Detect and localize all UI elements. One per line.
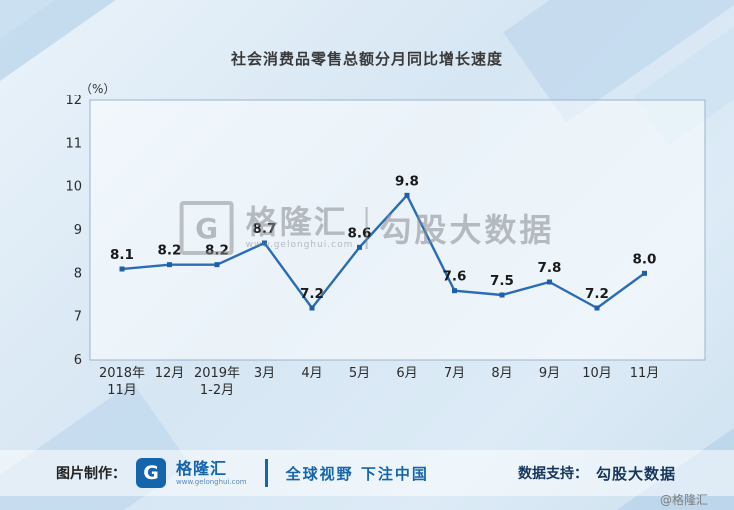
- y-tick-label: 8: [74, 266, 82, 281]
- credit-label: 图片制作：: [56, 466, 126, 482]
- y-tick-label: 7: [74, 310, 82, 325]
- x-tick-label: 4月: [301, 366, 322, 381]
- footer-credit-group: 图片制作： G 格隆汇 www.gelonghui.com 全球视野 下注中国: [56, 458, 429, 488]
- data-point-label: 8.6: [348, 225, 372, 241]
- data-point-marker: [262, 240, 267, 246]
- data-point-marker: [167, 262, 172, 268]
- y-tick-label: 9: [74, 223, 82, 238]
- footer-brand: 格隆汇: [176, 458, 228, 478]
- background-deco-shape: [0, 0, 207, 44]
- support-label: 数据支持：: [517, 466, 588, 482]
- footer-bar: 图片制作： G 格隆汇 www.gelonghui.com 全球视野 下注中国 …: [0, 450, 734, 496]
- data-point-label: 8.2: [205, 243, 229, 259]
- data-point-marker: [499, 292, 505, 298]
- data-point-label: 9.8: [395, 173, 419, 189]
- footer-divider: [264, 459, 268, 487]
- x-tick-label: 2018年: [99, 366, 145, 381]
- data-point-label: 8.2: [158, 243, 182, 259]
- line-chart-svg: 6 7 8 9 10 11 12 2018年 11月 12月 2019年 1-2月 3月 4月 5月 6月 7月…: [65, 93, 706, 398]
- y-tick-label: 11: [65, 136, 82, 151]
- footer-slogan: 全球视野 下注中国: [285, 464, 429, 483]
- footer-brand-url: www.gelonghui.com: [176, 477, 247, 486]
- data-point-marker: [357, 244, 362, 250]
- data-point-marker: [214, 262, 220, 268]
- x-tick-label: 11月: [630, 366, 660, 381]
- data-point-label: 7.2: [300, 286, 324, 302]
- y-tick-label: 12: [65, 95, 82, 108]
- x-tick-label: 6月: [396, 366, 417, 381]
- x-tick-label: 1-2月: [200, 383, 234, 398]
- y-axis-unit-label: （%）: [80, 82, 116, 96]
- chart-title: 社会消费品零售总额分月同比增长速度: [230, 50, 503, 68]
- x-tick-label: 9月: [539, 366, 560, 381]
- data-point-label: 8.1: [110, 247, 134, 263]
- support-value: 勾股大数据: [595, 464, 676, 483]
- data-point-marker: [404, 192, 410, 198]
- data-point-label: 7.2: [585, 286, 609, 302]
- data-point-marker: [309, 305, 315, 311]
- data-point-marker: [547, 279, 552, 285]
- x-tick-label: 5月: [349, 366, 370, 381]
- y-tick-label: 10: [65, 180, 82, 195]
- data-point-label: 7.5: [490, 273, 514, 289]
- x-tick-label: 7月: [444, 366, 465, 381]
- data-point-label: 7.8: [538, 260, 562, 276]
- x-tick-label: 12月: [155, 366, 185, 381]
- x-tick-label: 3月: [254, 366, 275, 381]
- data-point-marker: [642, 270, 647, 276]
- x-tick-label: 2019年: [194, 366, 240, 381]
- plot-area: [89, 99, 706, 361]
- x-tick-label: 8月: [491, 366, 512, 381]
- x-tick-label: 10月: [582, 366, 612, 381]
- data-point-label: 8.0: [633, 251, 657, 267]
- data-point-marker: [594, 305, 600, 311]
- footer-support-group: 数据支持： 勾股大数据: [518, 463, 676, 484]
- data-point-marker: [119, 266, 125, 272]
- y-tick-label: 6: [74, 353, 82, 368]
- chart-container: 6 7 8 9 10 11 12 2018年 11月 12月 2019年 1-2月 3月 4月 5月 6月 7月…: [55, 93, 715, 405]
- corner-watermark-tag: @格隆汇: [659, 493, 708, 507]
- data-line: [121, 194, 646, 310]
- gelonghui-logo-icon: G: [136, 458, 166, 488]
- footer-brand-block: 格隆汇 www.gelonghui.com: [176, 458, 247, 486]
- data-point-label: 7.6: [443, 269, 467, 285]
- data-point-marker: [452, 288, 457, 294]
- data-point-label: 8.7: [253, 221, 277, 237]
- x-tick-label: 11月: [107, 383, 137, 398]
